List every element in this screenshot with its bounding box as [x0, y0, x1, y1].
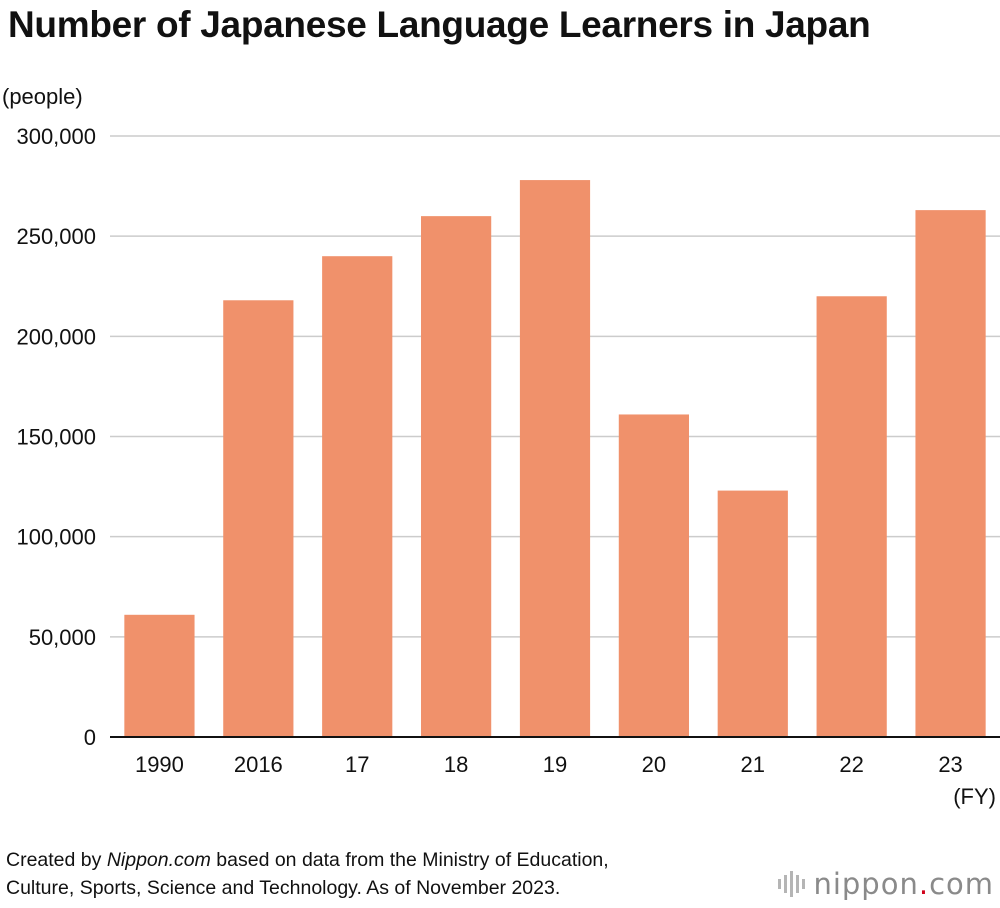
y-tick-label: 100,000	[16, 525, 96, 550]
y-tick-label: 200,000	[16, 324, 96, 349]
x-tick-labels: 1990 2016 17 18 19 20 21 22 23	[135, 752, 963, 777]
y-tick-label: 250,000	[16, 224, 96, 249]
logo-text: nippon.com	[813, 867, 994, 901]
bars	[124, 180, 986, 738]
x-tick-label: 21	[741, 752, 765, 777]
source-line-2: Culture, Sports, Science and Technology.…	[6, 877, 561, 899]
x-tick-label: 23	[938, 752, 962, 777]
x-tick-label: 17	[345, 752, 369, 777]
x-tick-label: 18	[444, 752, 468, 777]
x-tick-label: 2016	[234, 752, 283, 777]
source-line-1-rest: based on data from the Ministry of Educa…	[210, 849, 609, 871]
bar	[519, 180, 591, 737]
logo-dot: .	[918, 867, 930, 901]
x-axis-label: (FY)	[953, 784, 996, 809]
y-tick-label: 300,000	[16, 124, 96, 149]
bar	[717, 490, 788, 737]
x-tick-label: 19	[543, 752, 567, 777]
bar	[816, 296, 887, 737]
y-tick-label: 150,000	[16, 425, 96, 450]
bar	[124, 614, 195, 737]
chart-title: Number of Japanese Language Learners in …	[8, 4, 871, 45]
bar	[915, 210, 986, 737]
bar	[618, 414, 689, 737]
source-prefix: Created by	[6, 849, 107, 871]
logo-text-com: com	[929, 867, 994, 901]
source-site: Nippon.com	[106, 849, 211, 871]
nippon-logo: nippon.com	[777, 866, 994, 902]
source-note: Created by Nippon.com based on data from…	[6, 846, 609, 902]
sound-bars-icon	[778, 871, 806, 897]
y-tick-label: 50,000	[29, 625, 96, 650]
y-axis-label: (people)	[2, 84, 83, 109]
y-tick-labels: 0 50,000 100,000 150,000 200,000 250,000 300,0…	[16, 124, 96, 750]
bar	[223, 300, 294, 737]
bar-chart: (people) 0 50,000 100,000 150,000 200,000 250…	[2, 84, 1000, 809]
x-tick-label: 20	[642, 752, 666, 777]
bar	[421, 216, 492, 738]
x-tick-label: 1990	[135, 752, 184, 777]
source-line-1: Created by Nippon.com based on data from…	[6, 846, 609, 874]
x-tick-label: 22	[839, 752, 863, 777]
logo-text-nippon: nippon	[813, 867, 919, 901]
y-tick-label: 0	[84, 725, 96, 750]
bar	[322, 256, 393, 737]
